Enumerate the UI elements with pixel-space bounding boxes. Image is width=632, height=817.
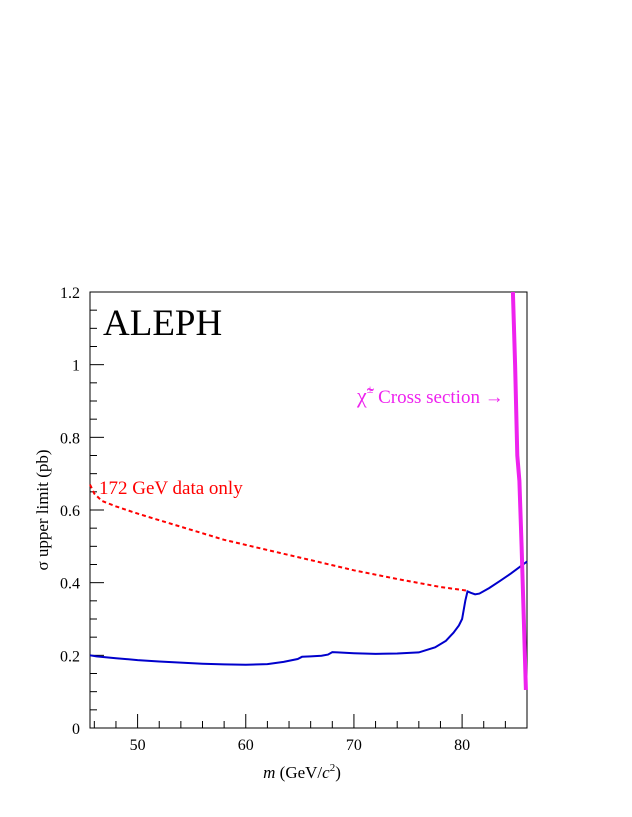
x-tick-label: 80 [454,737,470,754]
x-axis-label-unit: (GeV/ [275,763,322,782]
x-axis-label-c: c [322,763,330,782]
x-axis-label-m: m [263,763,275,782]
tick-labels: 50 60 70 80 0 0.2 0.4 0.6 0.8 1 1.2 [60,285,470,754]
y-tick-label: 0 [72,721,80,738]
series-layer [89,291,528,690]
x-tick-label: 50 [130,737,146,754]
chart-title: ALEPH [103,303,222,344]
cross-section-annotation: χ̃± Cross section → [356,382,504,408]
y-tick-label: 0.4 [60,576,80,593]
x-tick-label: 60 [238,737,254,754]
ticks [90,291,528,729]
cross-section-text: Cross section → [373,387,503,408]
plot-frame [89,291,528,729]
y-tick-label: 0.2 [60,648,80,665]
y-tick-label: 0.8 [60,430,80,447]
x-axis-label-sup: 2 [330,762,336,774]
y-axis-label: σ upper limit (pb) [33,449,52,570]
y-tick-label: 0.6 [60,503,80,520]
y-tick-label: 1.2 [60,285,80,302]
x-axis-label-close: ) [335,763,341,782]
x-tick-label: 70 [346,737,362,754]
x-axis-label: m (GeV/c2) [263,762,341,782]
cross-section-line [510,291,528,690]
data172-annotation: 172 GeV data only [99,478,243,499]
data172-limit-line [89,484,468,592]
cross-section-sup: ± [367,382,374,396]
observed-limit-line [89,560,528,666]
y-tick-label: 1 [72,358,80,375]
